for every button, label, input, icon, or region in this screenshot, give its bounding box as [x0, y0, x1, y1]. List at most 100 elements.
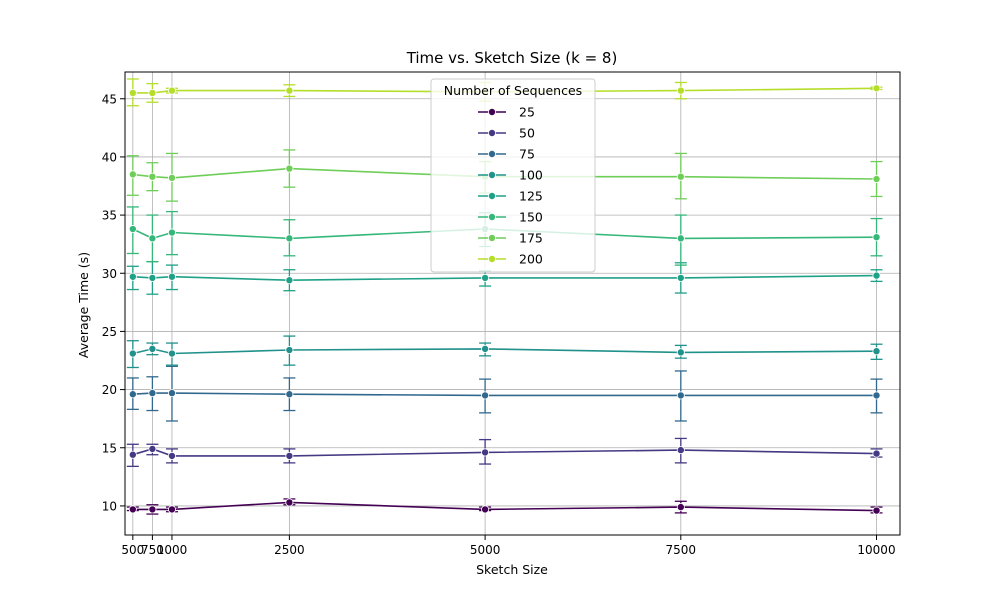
data-point [167, 228, 176, 237]
data-point [285, 164, 294, 173]
legend-swatch-marker [487, 191, 496, 200]
legend-swatch-marker [487, 108, 496, 117]
data-point [872, 175, 881, 184]
data-point [676, 348, 685, 357]
x-tick-label: 7500 [666, 543, 697, 557]
data-point [285, 451, 294, 460]
data-point [128, 450, 137, 459]
data-point [148, 172, 157, 181]
data-point [872, 506, 881, 515]
y-axis-label: Average Time (s) [76, 252, 91, 358]
y-tick-label: 40 [102, 150, 117, 164]
series-line [132, 392, 877, 397]
legend-swatch-marker [487, 254, 496, 263]
data-point [148, 389, 157, 398]
data-point [872, 233, 881, 242]
x-tick-label: 750 [141, 543, 164, 557]
legend-item-100: 100 [478, 168, 543, 183]
series-line [132, 501, 877, 512]
data-point [128, 390, 137, 399]
legend-swatch-marker [487, 170, 496, 179]
x-axis-label: Sketch Size [476, 562, 548, 577]
data-point [481, 391, 490, 400]
data-point [167, 86, 176, 95]
legend-item-175: 175 [478, 231, 543, 246]
data-point [128, 505, 137, 514]
data-point [872, 271, 881, 280]
x-tick-label: 2500 [274, 543, 305, 557]
series-line [132, 348, 877, 355]
series-125 [126, 260, 883, 295]
legend-label: 125 [519, 189, 543, 204]
legend-item-25: 25 [478, 105, 535, 120]
y-tick-label: 15 [102, 441, 117, 455]
data-point [128, 349, 137, 358]
x-tick-label: 1000 [157, 543, 188, 557]
plot-frame [124, 71, 901, 536]
series-50 [126, 437, 883, 468]
data-point [676, 273, 685, 282]
series-75 [126, 365, 883, 422]
data-point [285, 86, 294, 95]
data-point [167, 272, 176, 281]
legend-item-125: 125 [478, 189, 543, 204]
data-point [481, 505, 490, 514]
x-tick-label: 10000 [857, 543, 895, 557]
legend-item-75: 75 [478, 147, 535, 162]
legend-label: 25 [519, 105, 535, 120]
data-point [148, 505, 157, 514]
data-point [285, 276, 294, 285]
legend-box [430, 78, 596, 273]
series-layer [126, 78, 883, 515]
data-point [128, 225, 137, 234]
data-point [128, 272, 137, 281]
data-point [872, 347, 881, 356]
series-150 [126, 206, 883, 266]
legend-swatch-marker [487, 149, 496, 158]
data-point [148, 234, 157, 243]
legend-label: 150 [519, 210, 543, 225]
y-tick-label: 30 [102, 267, 117, 281]
data-point [148, 88, 157, 97]
data-point [167, 451, 176, 460]
legend-swatch-marker [487, 233, 496, 242]
data-point [167, 505, 176, 514]
legend-swatch-marker [487, 128, 496, 137]
data-point [481, 448, 490, 457]
legend-item-150: 150 [478, 210, 543, 225]
data-point [167, 173, 176, 182]
data-point [285, 390, 294, 399]
series-25 [126, 498, 883, 515]
series-line [132, 274, 877, 282]
data-point [676, 86, 685, 95]
data-point [676, 503, 685, 512]
series-175 [126, 149, 883, 202]
legend-label: 75 [519, 147, 535, 162]
data-point [128, 170, 137, 179]
data-point [285, 498, 294, 507]
data-point [676, 234, 685, 243]
series-line [132, 448, 877, 457]
data-point [148, 444, 157, 453]
chart-title: Time vs. Sketch Size (k = 8) [406, 49, 618, 67]
legend-item-200: 200 [478, 252, 543, 267]
legend-item-50: 50 [478, 126, 535, 141]
data-point [128, 88, 137, 97]
legend-label: 100 [519, 168, 543, 183]
y-tick-label: 20 [102, 383, 117, 397]
data-point [285, 234, 294, 243]
legend-swatch-marker [487, 212, 496, 221]
data-point [676, 446, 685, 455]
data-point [872, 84, 881, 93]
series-100 [126, 335, 883, 369]
data-point [872, 391, 881, 400]
data-point [481, 344, 490, 353]
data-point [167, 349, 176, 358]
legend-label: 50 [519, 126, 535, 141]
legend: Number of Sequences 25 50 75 100 125 150 175 200 [430, 78, 596, 273]
data-point [676, 391, 685, 400]
x-tick-label: 5000 [470, 543, 501, 557]
